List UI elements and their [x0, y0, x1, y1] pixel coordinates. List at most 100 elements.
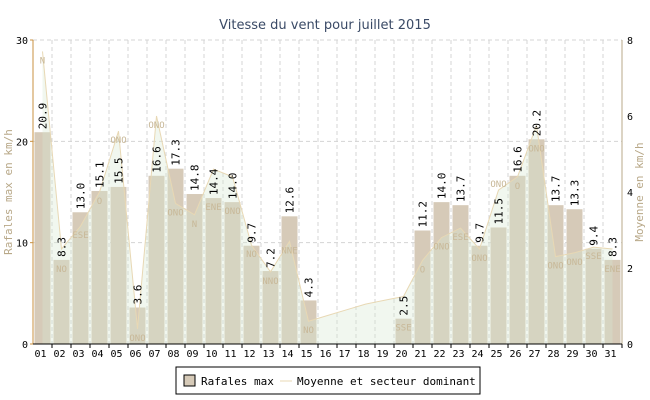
bar-08: [167, 168, 184, 344]
bar-value-label: 15.5: [113, 157, 126, 184]
bar-value-label: 13.7: [550, 176, 563, 203]
bar-29: [566, 209, 583, 344]
bar-value-label: 16.6: [151, 146, 164, 173]
sector-label: ESE: [72, 231, 88, 241]
bar-15: [300, 300, 317, 344]
bar-04: [91, 190, 108, 344]
bar-11: [224, 202, 241, 344]
y2-tick-label: 6: [627, 112, 633, 123]
bar-value-label: 20.9: [37, 103, 50, 130]
x-tick-label: 09: [186, 349, 198, 360]
x-tick-label: 28: [547, 349, 559, 360]
sector-label: O: [515, 182, 520, 192]
bar-value-label: 14.0: [436, 173, 449, 200]
average-area-fill: [42, 51, 613, 345]
sector-label: N: [192, 220, 197, 230]
sector-label: ONO: [129, 334, 145, 344]
x-tick-label: 01: [34, 349, 46, 360]
x-tick-label: 05: [110, 349, 122, 360]
sector-label: ONO: [471, 254, 487, 264]
bar-value-label: 13.0: [75, 183, 88, 210]
x-tick-label: 31: [604, 349, 616, 360]
x-tick-label: 21: [414, 349, 426, 360]
legend-box: [175, 366, 481, 395]
x-tick-label: 23: [452, 349, 464, 360]
sector-label: SSE: [395, 324, 411, 334]
bar-value-label: 7.2: [265, 248, 278, 268]
bar-value-label: 4.3: [303, 278, 316, 298]
x-tick-label: 10: [205, 349, 217, 360]
sector-label: ENE: [205, 203, 221, 213]
x-tick-label: 25: [490, 349, 502, 360]
bar-value-label: 12.6: [284, 187, 297, 214]
sector-label: ONO: [148, 121, 164, 131]
y-tick-label: 10: [16, 239, 28, 250]
y2-tick-label: 2: [627, 264, 633, 275]
bar-13: [262, 271, 279, 344]
x-tick-label: 14: [281, 349, 293, 360]
legend-swatch-bars: [183, 374, 196, 387]
bar-26: [509, 175, 526, 344]
x-tick-label: 17: [338, 349, 350, 360]
sector-label: O: [97, 197, 102, 207]
x-tick-label: 04: [91, 349, 103, 360]
bar-value-label: 14.8: [189, 165, 202, 192]
sector-label: ENE: [604, 265, 620, 275]
bar-value-label: 13.3: [569, 180, 582, 207]
bar-value-label: 11.2: [417, 201, 430, 228]
bar-31: [604, 259, 621, 344]
y2-tick-label: 0: [627, 340, 633, 351]
bar-22: [433, 202, 450, 344]
bar-02: [53, 259, 70, 344]
sector-label: ONO: [110, 136, 126, 146]
legend-label-bars: Rafales max: [201, 375, 274, 388]
x-tick-label: 20: [395, 349, 407, 360]
bar-value-label: 17.3: [170, 139, 183, 166]
legend: Rafales max Moyenne et secteur dominant: [175, 366, 481, 395]
y-tick-label: 30: [16, 36, 28, 47]
legend-label-line: Moyenne et secteur dominant: [297, 375, 476, 388]
bar-27: [528, 139, 545, 344]
x-tick-label: 30: [585, 349, 597, 360]
bar-10: [205, 198, 222, 344]
bar-value-label: 8.3: [607, 237, 620, 257]
bar-03: [72, 212, 89, 344]
x-tick-label: 03: [72, 349, 84, 360]
bar-value-label: 2.5: [398, 296, 411, 316]
bars: [34, 132, 621, 344]
x-tick-label: 08: [167, 349, 179, 360]
average-line: [42, 51, 613, 329]
x-tick-label: 06: [129, 349, 141, 360]
chart-title: Vitesse du vent pour juillet 2015: [219, 18, 431, 33]
bar-value-label: 14.0: [227, 173, 240, 200]
y2-axis-label: Moyenne en km/h: [633, 142, 646, 241]
sector-label: N: [40, 56, 45, 66]
x-tick-label: 16: [319, 349, 331, 360]
x-tick-label: 02: [53, 349, 65, 360]
sector-label: O: [420, 265, 425, 275]
sector-label: ONO: [167, 208, 183, 218]
x-tick-label: 24: [471, 349, 483, 360]
bar-09: [186, 194, 203, 344]
bar-12: [243, 245, 260, 344]
x-tick-label: 22: [433, 349, 445, 360]
sector-label: ONO: [224, 207, 240, 217]
sector-label: ONO: [490, 180, 506, 190]
x-tick-label: 19: [376, 349, 388, 360]
bar-23: [452, 205, 469, 344]
sector-label: NNE: [281, 246, 297, 256]
bar-value-label: 20.2: [531, 110, 544, 137]
sector-label: ONO: [547, 262, 563, 272]
sector-label: ONO: [566, 258, 582, 268]
bar-28: [547, 205, 564, 344]
bar-value-label: 15.1: [94, 161, 107, 188]
bar-value-label: 13.7: [455, 176, 468, 203]
bar-24: [471, 245, 488, 344]
bar-25: [490, 227, 507, 344]
bar-value-label: 9.7: [474, 223, 487, 243]
x-tick-label: 15: [300, 349, 312, 360]
bar-value-label: 14.4: [208, 168, 221, 195]
x-tick-label: 29: [566, 349, 578, 360]
